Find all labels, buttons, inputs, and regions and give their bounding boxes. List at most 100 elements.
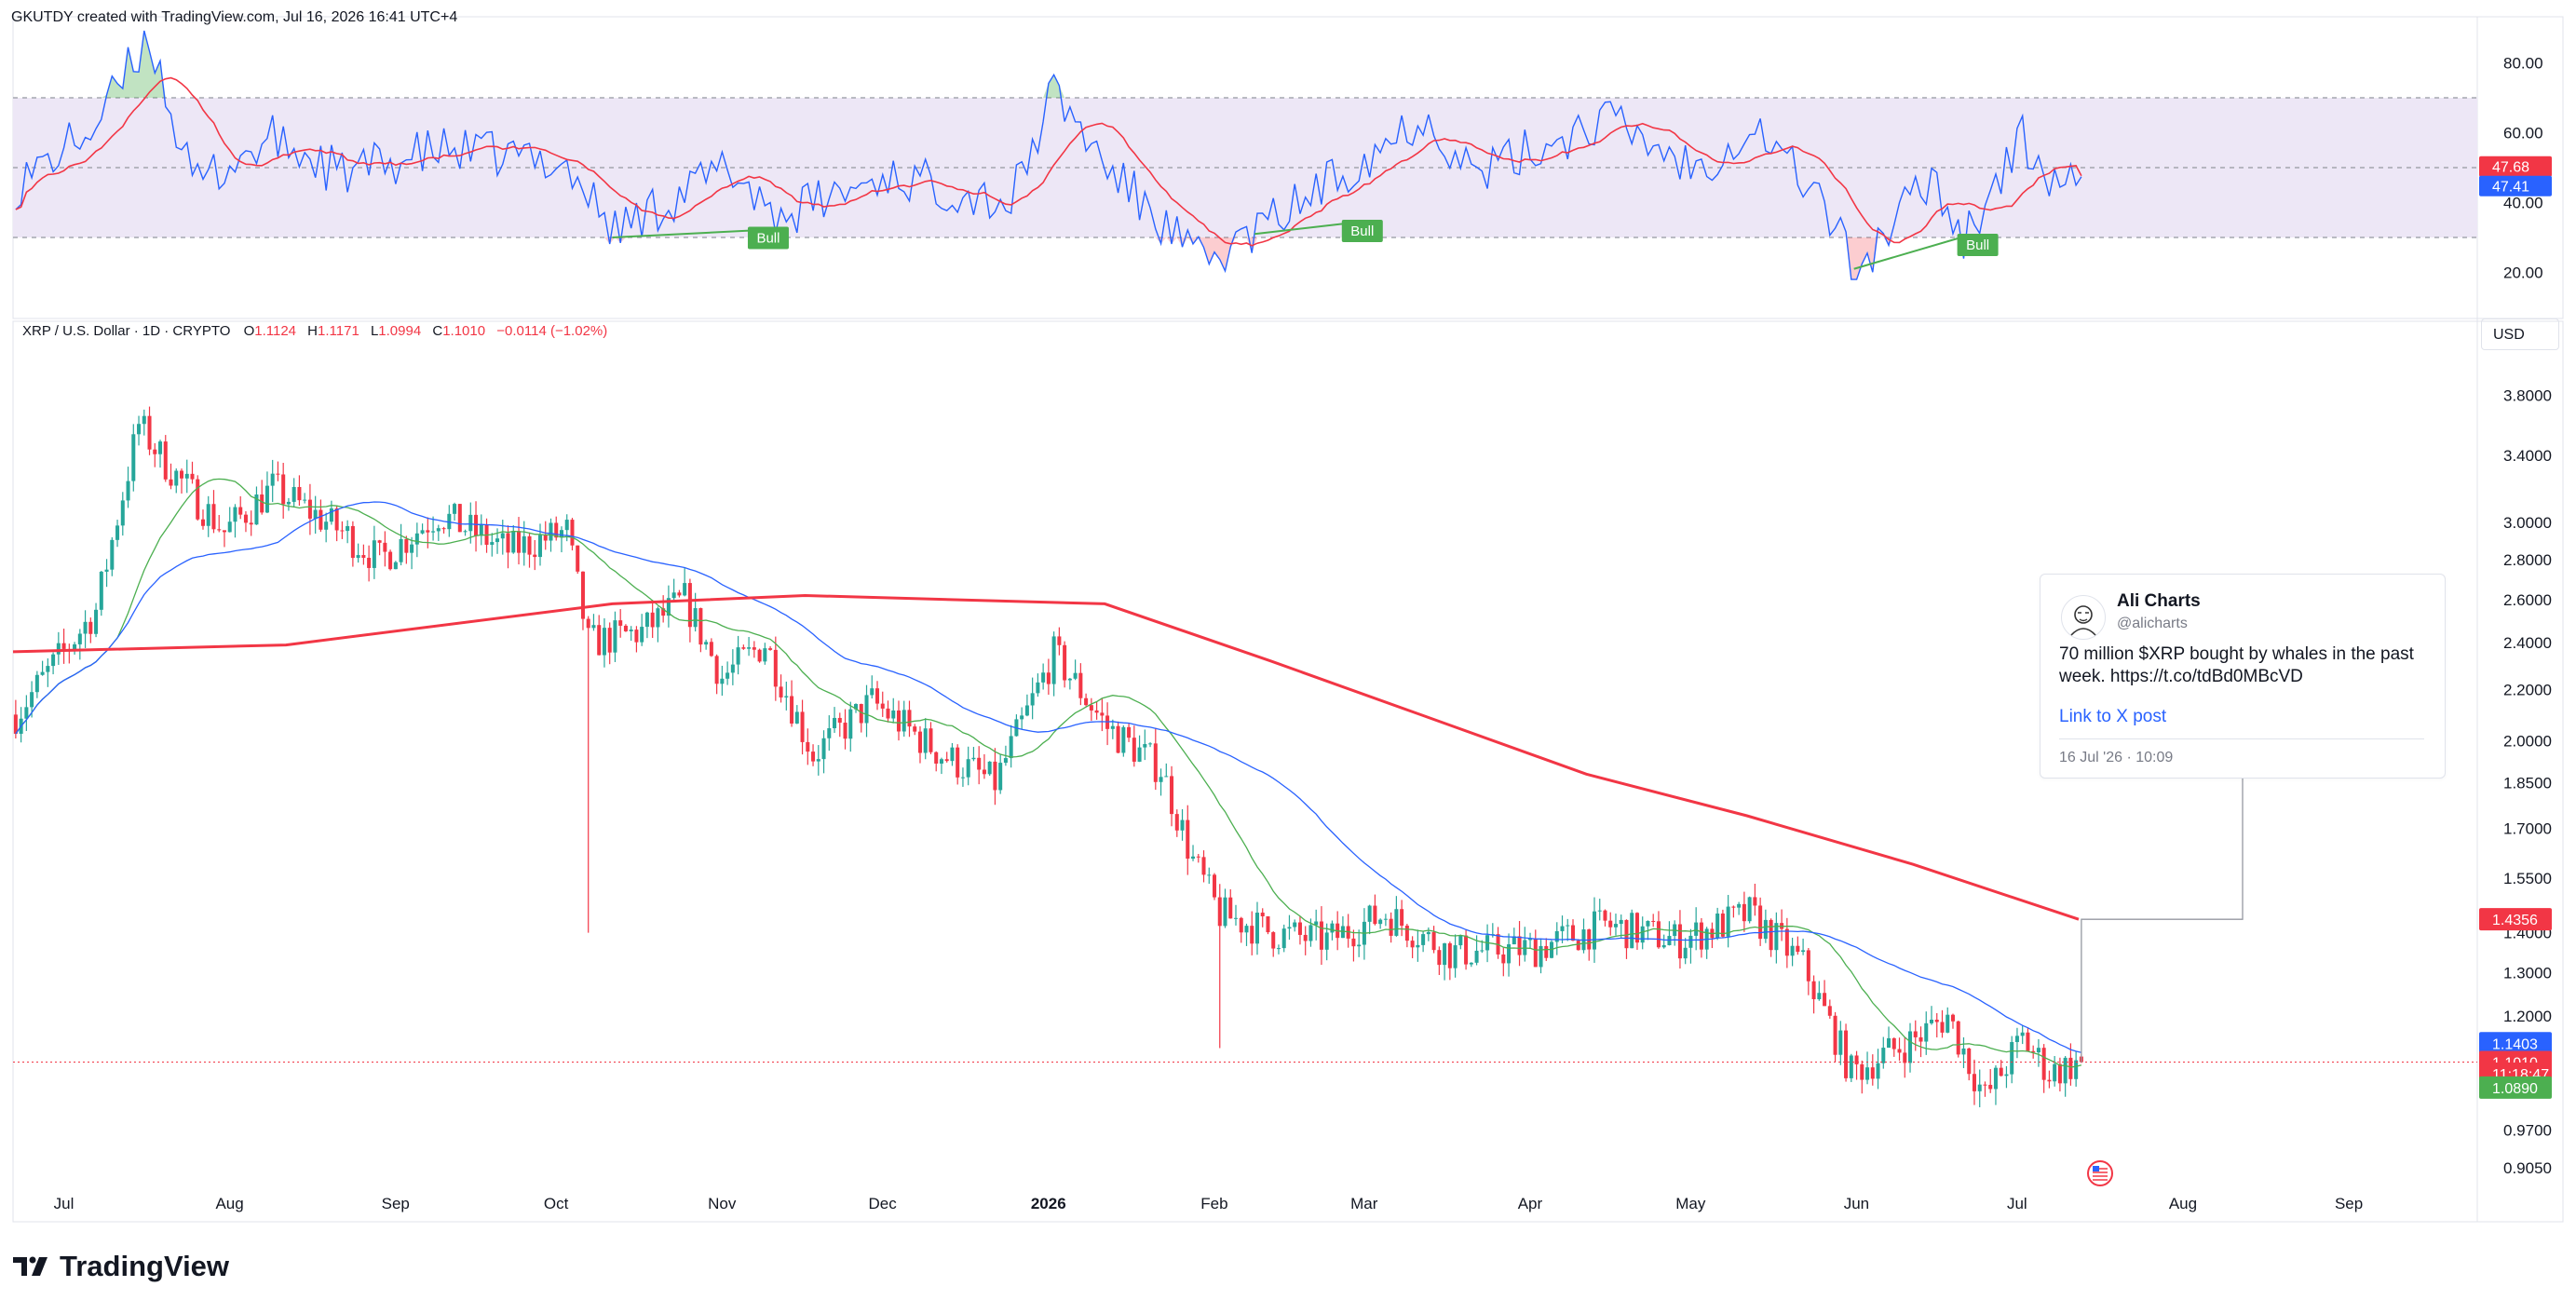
candle-body <box>730 664 735 673</box>
candle-body <box>1469 962 1473 965</box>
candle-body <box>939 759 943 764</box>
candle-body <box>200 519 206 526</box>
candle-body <box>1297 922 1302 935</box>
candle-body <box>126 481 130 501</box>
candle-body <box>350 525 355 559</box>
candle-body <box>361 555 366 558</box>
tradingview-logo[interactable]: TradingView <box>13 1250 229 1283</box>
candle-body <box>1774 923 1779 951</box>
candle-body <box>367 557 372 568</box>
candle-body <box>447 513 452 530</box>
price-tick-label: 1.5500 <box>2503 870 2552 887</box>
candle-body <box>1084 697 1089 706</box>
candle-body <box>784 696 789 697</box>
candle-body <box>303 499 307 501</box>
candle-body <box>1239 917 1243 933</box>
candle-body <box>1324 932 1329 950</box>
candle-body <box>1677 924 1682 959</box>
candle-body <box>1507 944 1512 964</box>
candle-body <box>1908 1031 1913 1063</box>
candle-body <box>1854 1055 1859 1064</box>
time-axis-label: Sep <box>2335 1195 2363 1212</box>
candle-body <box>1940 1022 1945 1033</box>
price-tick-label: 1.8500 <box>2503 775 2552 792</box>
tweet-card[interactable]: Ali Charts @alicharts 70 million $XRP bo… <box>2040 574 2446 779</box>
candle-body <box>377 540 382 543</box>
candle-body <box>537 535 543 558</box>
time-axis-label: Jul <box>54 1195 75 1212</box>
candle-body <box>1254 913 1259 944</box>
candle-body <box>880 703 885 709</box>
candle-body <box>179 470 184 479</box>
candle-body <box>115 525 120 540</box>
candle-body <box>506 533 510 553</box>
candle-body <box>896 710 902 732</box>
candle-body <box>1464 935 1469 965</box>
candle-body <box>431 531 436 533</box>
candle-body <box>934 752 939 764</box>
candle-body <box>618 620 623 626</box>
candle-body <box>83 621 88 634</box>
candle-body <box>511 531 516 553</box>
candle-body <box>816 759 820 762</box>
candle-body <box>281 474 286 505</box>
time-axis-label: Mar <box>1350 1195 1378 1212</box>
candle-body <box>1458 935 1463 946</box>
candle-body <box>1191 856 1196 860</box>
symbol-legend[interactable]: XRP / U.S. Dollar · 1D · CRYPTO O1.1124 … <box>22 323 607 339</box>
price-tick-label: 2.0000 <box>2503 733 2552 751</box>
candle-body <box>602 628 606 656</box>
currency-button[interactable]: USD <box>2481 318 2559 350</box>
candle-body <box>356 555 360 559</box>
candle-body <box>576 545 580 572</box>
candle-body <box>794 711 799 724</box>
candle-body <box>153 449 157 454</box>
candle-body <box>1554 930 1559 942</box>
candle-body <box>2063 1057 2068 1084</box>
price-badge <box>2479 1076 2552 1099</box>
tweet-link[interactable]: Link to X post <box>2059 707 2167 726</box>
candle-body <box>559 530 563 538</box>
tweet-timestamp: 16 Jul '26 · 10:09 <box>2059 750 2174 765</box>
candle-body <box>1100 712 1105 716</box>
time-axis-label: Nov <box>708 1195 737 1212</box>
candle-body <box>1613 924 1618 928</box>
candle-body <box>1213 874 1217 898</box>
candle-body <box>1443 943 1447 966</box>
candle-body <box>720 678 725 684</box>
candle-body <box>1603 910 1607 921</box>
candle-body <box>1196 856 1200 858</box>
candle-body <box>1127 726 1132 738</box>
candle-body <box>1720 913 1725 937</box>
bull-label: Bull <box>1966 237 1989 253</box>
candle-body <box>1174 814 1179 831</box>
candle-body <box>907 710 912 727</box>
candles-group <box>13 406 2083 1108</box>
candle-body <box>1153 743 1158 782</box>
price-tick-label: 2.2000 <box>2503 681 2552 698</box>
candle-body <box>346 525 350 532</box>
candle-body <box>1946 1014 1950 1033</box>
candle-body <box>2010 1042 2014 1075</box>
candle-body <box>1020 715 1024 720</box>
ohlc-high: 1.1171 <box>318 323 359 339</box>
candle-body <box>1036 682 1040 694</box>
candle-body <box>773 649 778 687</box>
bull-label-box <box>747 226 789 250</box>
sma-mid-line <box>15 501 2082 1053</box>
tweet-author: Ali Charts <box>2117 591 2201 611</box>
candle-body <box>1950 1014 1955 1022</box>
candle-body <box>917 731 922 753</box>
candle-body <box>1480 950 1485 952</box>
candle-body <box>169 479 173 486</box>
candle-body <box>1110 725 1115 729</box>
candle-body <box>1865 1067 1870 1080</box>
candle-body <box>752 647 756 650</box>
bull-label: Bull <box>756 231 780 247</box>
bull-divergence-line <box>612 229 752 238</box>
candle-body <box>859 704 863 724</box>
candle-body <box>1876 1063 1880 1079</box>
candle-body <box>1024 705 1029 716</box>
candle-body <box>1796 945 1800 953</box>
